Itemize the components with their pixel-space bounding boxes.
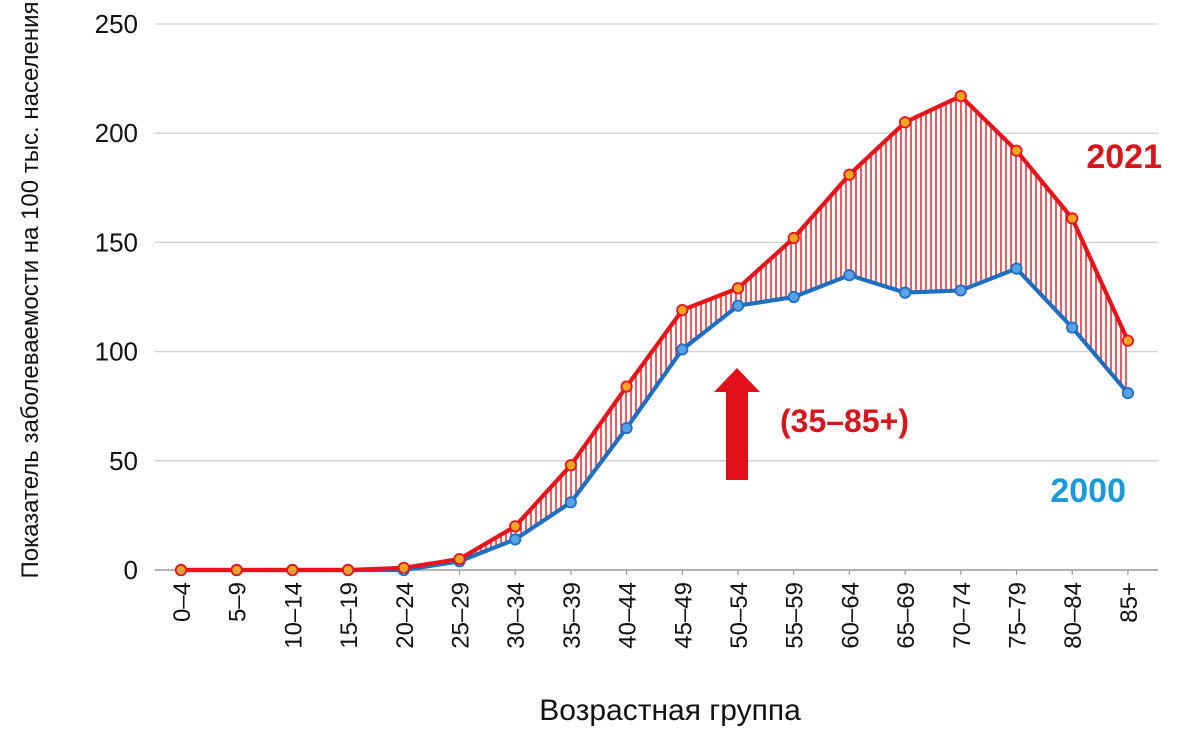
y-tick-label: 100 [95, 337, 138, 367]
x-tick-label: 35–39 [559, 582, 586, 649]
y-axis-title: Показатель заболеваемости на 100 тыс. на… [17, 1, 44, 578]
x-tick-label: 80–84 [1060, 582, 1087, 649]
point-2021 [954, 89, 967, 103]
x-tick-labels: 0–4 5–9 10–14 15–19 20–24 25–29 30–34 35–39 40–4… [169, 570, 1143, 649]
x-tick-label: 15–19 [336, 582, 363, 649]
point-2000 [787, 290, 800, 304]
x-tick-label: 5–9 [225, 582, 252, 622]
point-2000 [843, 269, 856, 282]
point-2000 [731, 299, 745, 312]
point-2021 [1121, 334, 1135, 347]
x-tick-label: 75–79 [1005, 582, 1032, 649]
x-tick-label: 65–69 [893, 582, 920, 649]
x-tick-label: 60–64 [837, 582, 864, 649]
x-tick-label: 50–54 [726, 582, 753, 649]
point-2021 [898, 116, 912, 129]
point-2021 [509, 520, 522, 533]
point-2021 [620, 380, 633, 393]
point-2021 [787, 231, 800, 245]
point-2021 [1010, 144, 1023, 157]
x-tick-label: 85+ [1116, 582, 1143, 623]
x-tick-label: 30–34 [503, 582, 530, 649]
series-label-2000: 2000 [1050, 472, 1126, 510]
point-2000 [954, 284, 967, 297]
point-2000 [509, 533, 522, 546]
point-2021 [731, 282, 745, 295]
x-tick-label: 0–4 [169, 582, 196, 622]
point-2021 [564, 459, 578, 472]
point-2000 [676, 343, 689, 356]
point-2000 [564, 496, 578, 509]
point-2021 [453, 552, 466, 566]
x-tick-label: 55–59 [782, 582, 809, 649]
point-2000 [620, 421, 633, 435]
point-2000 [1010, 262, 1023, 275]
y-tick-label: 200 [95, 118, 138, 148]
series-line-2000 [178, 266, 1131, 573]
x-axis-title: Возрастная группа [539, 694, 801, 727]
point-2000 [1121, 386, 1135, 400]
series-lines [178, 93, 1131, 573]
y-tick-label: 50 [109, 446, 138, 476]
annotation-label: (35–85+) [780, 403, 909, 439]
y-tick-labels: 0 50 100 150 200 250 [95, 9, 138, 585]
series-label-2021: 2021 [1086, 138, 1162, 176]
x-tick-label: 70–74 [949, 582, 976, 649]
x-tick-label: 10–14 [280, 582, 307, 649]
point-2021 [1066, 212, 1079, 225]
difference-hatch [181, 96, 1128, 571]
x-tick-label: 25–29 [448, 582, 475, 649]
point-2000 [898, 286, 912, 299]
gridlines [155, 23, 1158, 571]
x-tick-label: 40–44 [615, 582, 642, 649]
x-tick-label: 20–24 [392, 582, 419, 649]
y-tick-label: 0 [124, 555, 138, 585]
point-2021 [843, 168, 856, 181]
point-2021 [676, 304, 689, 317]
difference-area [181, 96, 1128, 571]
y-tick-label: 150 [95, 227, 138, 257]
series-line-2021 [178, 93, 1131, 573]
up-arrow-icon [714, 368, 760, 480]
point-2000 [1066, 321, 1079, 334]
x-tick-label: 45–49 [670, 582, 697, 649]
y-tick-label: 250 [95, 9, 138, 39]
